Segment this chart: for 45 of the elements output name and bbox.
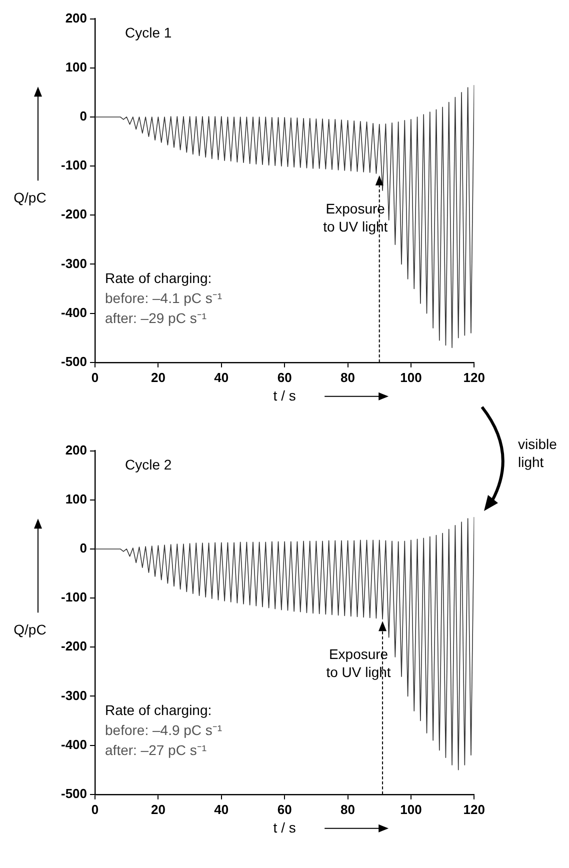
- y-tick-label: -400: [60, 304, 88, 320]
- y-tick-label: 200: [65, 10, 88, 26]
- y-tick-label: -300: [60, 688, 88, 703]
- x-tick-label: 100: [400, 802, 422, 817]
- x-tick-label: 60: [277, 370, 292, 385]
- x-tick-label: 40: [214, 802, 229, 817]
- annotation: Cycle 2: [125, 456, 172, 472]
- y-tick-label: -500: [60, 354, 88, 369]
- y-tick-label: 0: [80, 108, 88, 124]
- y-tick-label: 100: [65, 491, 88, 506]
- y-tick-label: -100: [60, 590, 88, 605]
- y-tick-label: -100: [60, 158, 88, 173]
- x-tick-label: 20: [150, 370, 166, 385]
- annotation: before: –4.1 pC s⁻¹: [105, 290, 222, 306]
- y-tick-label: -500: [60, 786, 88, 801]
- y-tick-label: 0: [80, 540, 88, 556]
- text: visible light: [518, 435, 558, 471]
- annotation: Cycle 1: [125, 24, 172, 40]
- x-axis-title: t / s: [273, 819, 296, 836]
- x-tick-label: 0: [91, 370, 99, 385]
- annotation: after: –29 pC s⁻¹: [105, 310, 207, 326]
- annotation: Rate of charging:: [105, 702, 212, 718]
- x-tick-label: 120: [463, 802, 486, 817]
- x-tick-label: 120: [463, 370, 486, 385]
- annotation: Rate of charging:: [105, 270, 212, 286]
- x-tick-label: 60: [277, 802, 292, 817]
- x-tick-label: 0: [91, 802, 99, 817]
- y-tick-label: 200: [65, 442, 88, 458]
- y-tick-label: 100: [65, 59, 88, 74]
- y-tick-label: -200: [60, 638, 88, 654]
- x-tick-label: 80: [340, 370, 356, 385]
- annotation: Exposure to UV light: [323, 200, 388, 234]
- annotation: Exposure to UV light: [326, 646, 391, 680]
- y-axis-title: Q/pC: [14, 189, 46, 206]
- x-axis-title: t / s: [273, 387, 296, 404]
- annotation: before: –4.9 pC s⁻¹: [105, 722, 222, 738]
- x-tick-label: 20: [150, 802, 166, 817]
- annotation: after: –27 pC s⁻¹: [105, 742, 207, 758]
- y-tick-label: -300: [60, 256, 88, 271]
- x-tick-label: 40: [214, 370, 229, 385]
- y-tick-label: -200: [60, 206, 88, 222]
- x-tick-label: 100: [400, 370, 422, 385]
- x-tick-label: 80: [340, 802, 356, 817]
- y-tick-label: -400: [60, 736, 88, 752]
- y-axis-title: Q/pC: [14, 621, 46, 638]
